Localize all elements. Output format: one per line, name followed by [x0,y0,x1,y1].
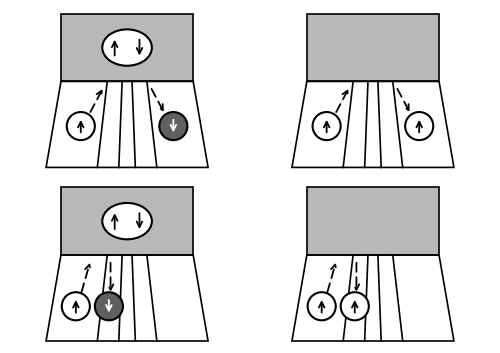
Circle shape [160,112,188,140]
Bar [307,187,439,255]
Circle shape [340,292,369,320]
Bar [61,14,193,82]
Circle shape [62,292,90,320]
Bar [307,14,439,82]
Circle shape [405,112,434,140]
Ellipse shape [102,203,152,239]
Bar [61,187,193,255]
Circle shape [312,112,340,140]
Circle shape [95,292,123,320]
Ellipse shape [102,29,152,66]
Circle shape [66,112,95,140]
Circle shape [308,292,336,320]
